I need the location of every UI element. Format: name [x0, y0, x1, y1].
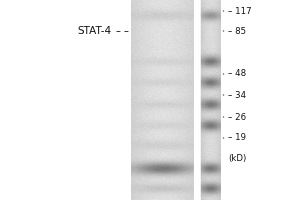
Text: (kD): (kD) — [228, 154, 246, 163]
Text: – 85: – 85 — [228, 26, 246, 36]
Text: – –: – – — [116, 26, 128, 36]
Text: – 26: – 26 — [228, 112, 246, 121]
Text: STAT-4: STAT-4 — [77, 26, 111, 36]
Text: – 19: – 19 — [228, 134, 246, 142]
Text: – 117: – 117 — [228, 6, 252, 16]
Text: – 48: – 48 — [228, 70, 246, 78]
Text: – 34: – 34 — [228, 90, 246, 99]
